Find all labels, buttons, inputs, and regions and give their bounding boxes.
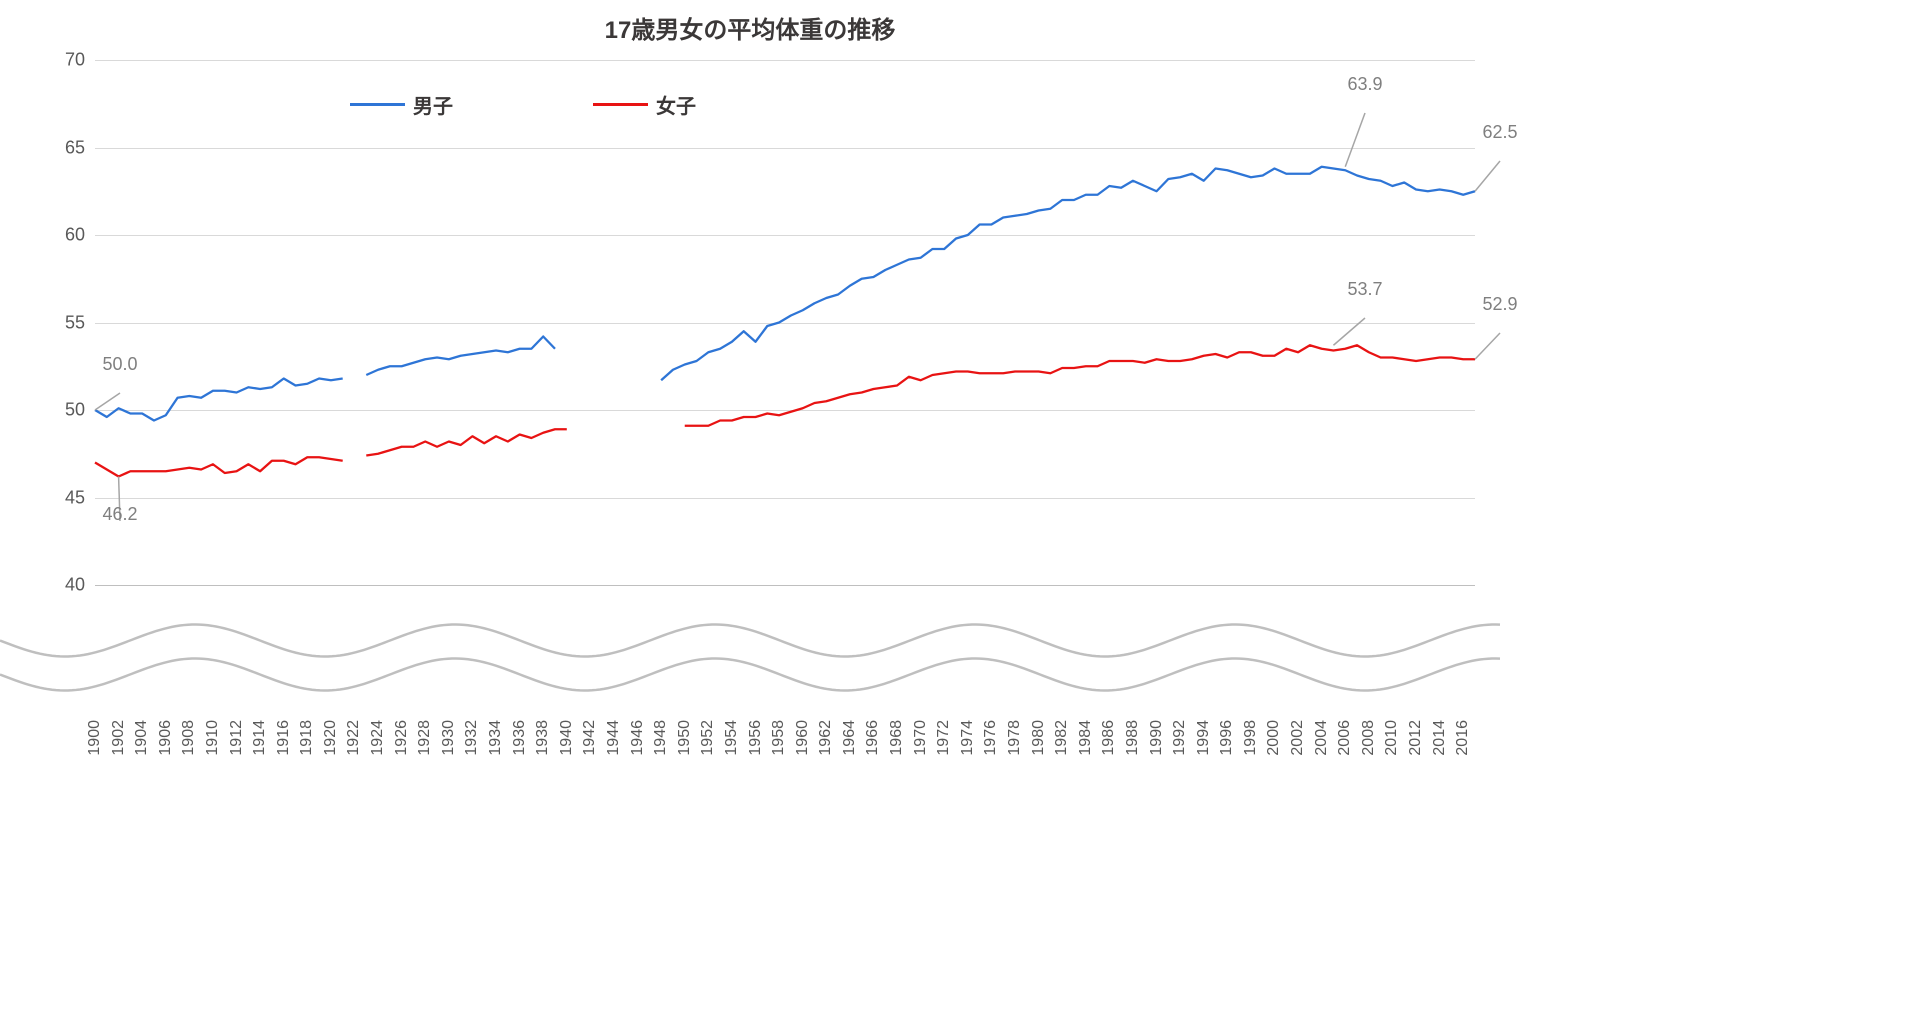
x-tick-label: 1928	[416, 720, 434, 756]
legend-label: 男子	[413, 90, 453, 119]
y-tick-label: 60	[65, 225, 95, 246]
series-男子	[366, 337, 555, 376]
callout-label: 63.9	[1347, 74, 1382, 95]
x-tick-label: 1912	[228, 720, 246, 756]
y-tick-label: 45	[65, 487, 95, 508]
y-tick-label: 50	[65, 400, 95, 421]
legend-item: 女子	[593, 90, 696, 119]
legend: 男子 女子	[350, 90, 696, 119]
x-tick-label: 1980	[1030, 720, 1048, 756]
x-tick-label: 1944	[605, 720, 623, 756]
x-tick-label: 2008	[1360, 720, 1378, 756]
x-tick-label: 1950	[676, 720, 694, 756]
x-tick-label: 1960	[794, 720, 812, 756]
series-女子	[95, 457, 343, 476]
x-tick-label: 1958	[770, 720, 788, 756]
x-tick-label: 2002	[1289, 720, 1307, 756]
callout-leader	[95, 393, 120, 410]
series-男子	[661, 167, 1475, 381]
x-tick-label: 1956	[747, 720, 765, 756]
legend-swatch	[350, 103, 405, 106]
x-tick-label: 2000	[1265, 720, 1283, 756]
x-tick-label: 1936	[511, 720, 529, 756]
x-tick-label: 1978	[1006, 720, 1024, 756]
series-女子	[685, 345, 1475, 426]
x-tick-label: 1948	[652, 720, 670, 756]
series-lines	[95, 60, 1475, 585]
x-tick-label: 1964	[841, 720, 859, 756]
x-tick-label: 1934	[487, 720, 505, 756]
x-tick-label: 1954	[723, 720, 741, 756]
y-tick-label: 55	[65, 312, 95, 333]
x-tick-label: 1952	[699, 720, 717, 756]
x-tick-label: 1986	[1100, 720, 1118, 756]
x-tick-label: 1900	[86, 720, 104, 756]
y-tick-label: 40	[65, 575, 95, 596]
x-tick-label: 2012	[1407, 720, 1425, 756]
callout-leader	[1475, 161, 1500, 191]
x-tick-label: 1988	[1124, 720, 1142, 756]
x-tick-label: 1966	[864, 720, 882, 756]
x-tick-label: 1968	[888, 720, 906, 756]
x-tick-label: 1916	[275, 720, 293, 756]
x-tick-label: 1918	[298, 720, 316, 756]
x-tick-label: 1942	[581, 720, 599, 756]
x-tick-label: 1938	[534, 720, 552, 756]
callout-label: 46.2	[102, 504, 137, 525]
x-tick-label: 1982	[1053, 720, 1071, 756]
axis-break-waves	[0, 605, 1500, 710]
x-tick-label: 1932	[463, 720, 481, 756]
callout-label: 50.0	[102, 354, 137, 375]
callout-leader	[1475, 333, 1500, 359]
x-tick-label: 1904	[133, 720, 151, 756]
x-tick-label: 1990	[1148, 720, 1166, 756]
x-tick-label: 1920	[322, 720, 340, 756]
series-女子	[366, 429, 567, 455]
x-tick-label: 1994	[1195, 720, 1213, 756]
x-tick-label: 1906	[157, 720, 175, 756]
plot-area: 40455055606570	[95, 60, 1475, 585]
x-tick-label: 2006	[1336, 720, 1354, 756]
legend-label: 女子	[656, 90, 696, 119]
y-tick-label: 70	[65, 50, 95, 71]
x-tick-label: 1962	[817, 720, 835, 756]
x-tick-label: 1992	[1171, 720, 1189, 756]
x-tick-label: 1926	[393, 720, 411, 756]
x-tick-label: 1970	[912, 720, 930, 756]
x-tick-label: 1946	[629, 720, 647, 756]
x-tick-label: 1908	[180, 720, 198, 756]
x-tick-label: 1914	[251, 720, 269, 756]
gridline	[95, 585, 1475, 586]
x-tick-label: 2014	[1431, 720, 1449, 756]
series-男子	[95, 379, 343, 421]
x-tick-label: 1974	[959, 720, 977, 756]
x-tick-label: 1996	[1218, 720, 1236, 756]
callout-label: 53.7	[1347, 279, 1382, 300]
x-tick-label: 1972	[935, 720, 953, 756]
legend-swatch	[593, 103, 648, 106]
callout-label: 62.5	[1482, 122, 1517, 143]
x-tick-label: 1902	[110, 720, 128, 756]
x-tick-label: 2004	[1313, 720, 1331, 756]
legend-item: 男子	[350, 90, 453, 119]
x-tick-label: 1998	[1242, 720, 1260, 756]
callout-leader	[1333, 318, 1365, 345]
x-tick-label: 1910	[204, 720, 222, 756]
callout-leader	[1345, 113, 1365, 167]
x-tick-label: 2016	[1454, 720, 1472, 756]
x-tick-label: 1984	[1077, 720, 1095, 756]
x-tick-label: 1930	[440, 720, 458, 756]
x-tick-label: 2010	[1383, 720, 1401, 756]
callout-label: 52.9	[1482, 294, 1517, 315]
x-tick-label: 1940	[558, 720, 576, 756]
y-tick-label: 65	[65, 137, 95, 158]
axis-break	[0, 605, 1500, 710]
chart-title: 17歳男女の平均体重の推移	[0, 10, 1500, 45]
x-tick-label: 1924	[369, 720, 387, 756]
weight-chart: 17歳男女の平均体重の推移 40455055606570 男子女子 190019…	[0, 0, 1500, 814]
x-tick-label: 1922	[345, 720, 363, 756]
x-tick-label: 1976	[982, 720, 1000, 756]
